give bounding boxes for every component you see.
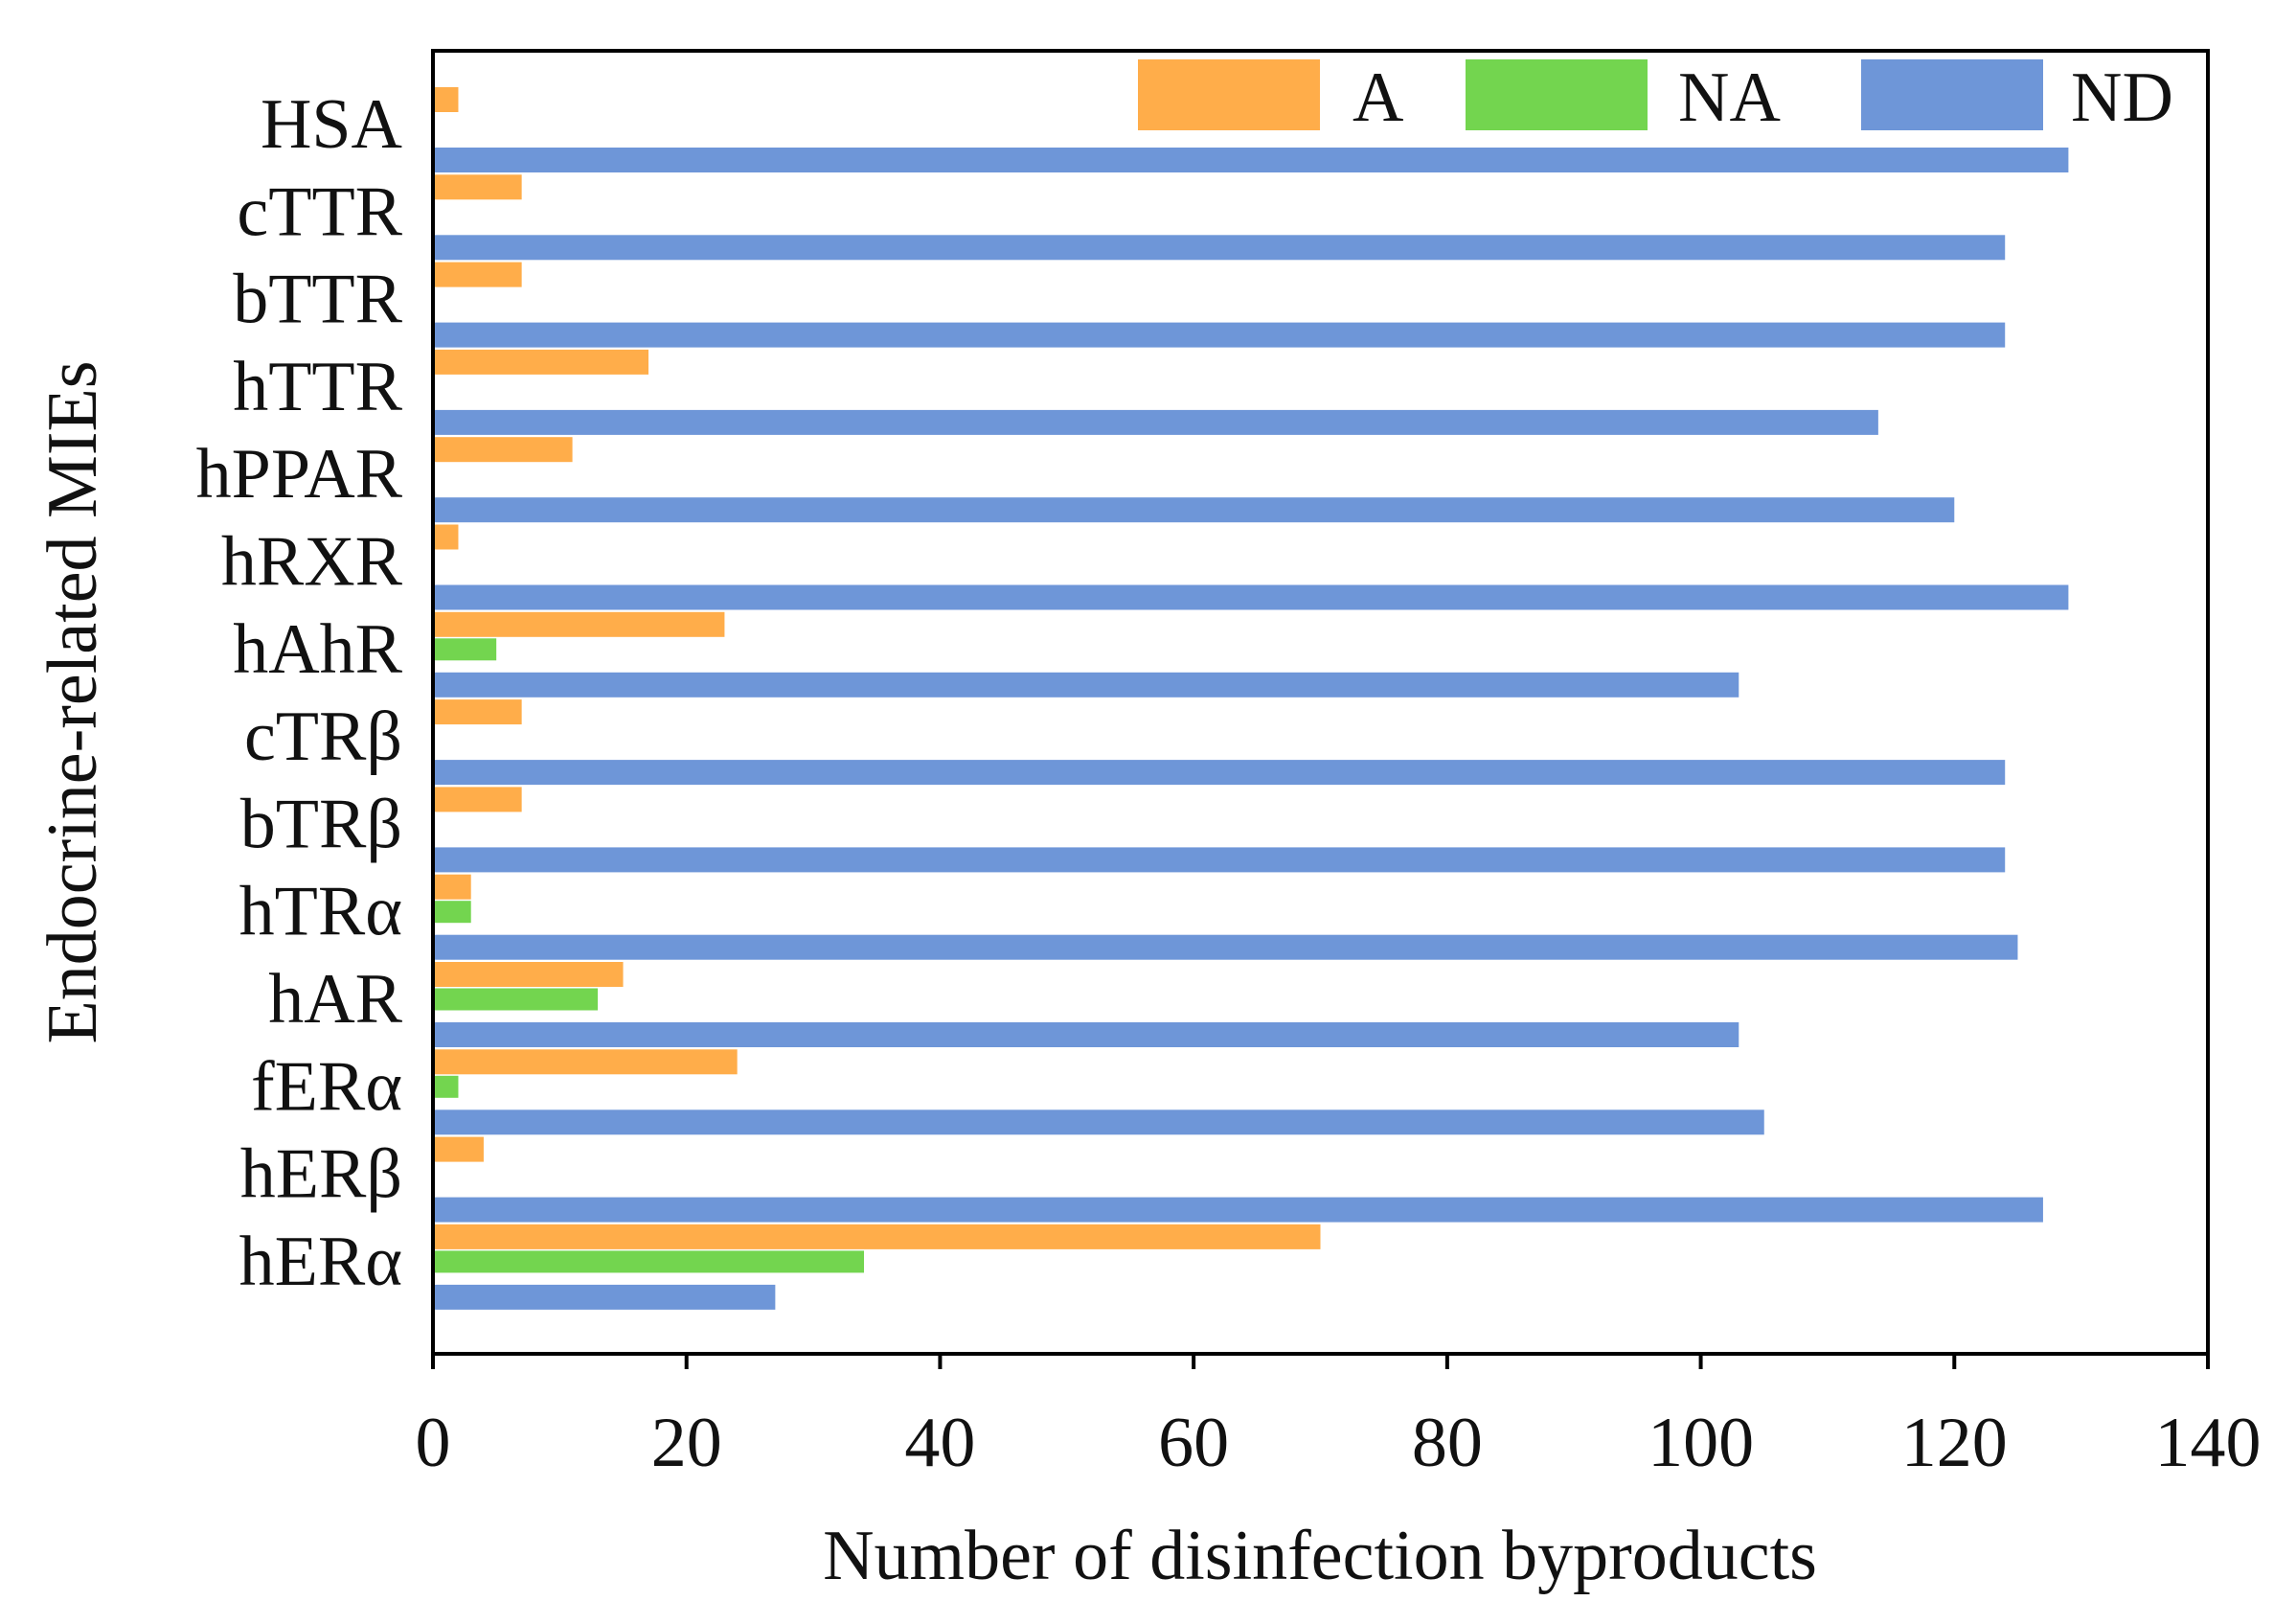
bar-nd-har-10: [433, 1022, 1739, 1047]
y-tick-label-hsa-0: HSA: [261, 85, 402, 164]
y-tick-label-btr-8: bTRβ: [240, 785, 402, 863]
legend-swatch-a: [1138, 59, 1320, 130]
bar-a-btr-8: [433, 787, 522, 812]
legend-swatch-na: [1466, 59, 1648, 130]
bar-nd-hsa-0: [433, 148, 2069, 172]
y-tick-label-hrxr-5: hRXR: [221, 523, 403, 602]
legend-label-nd: ND: [2071, 58, 2173, 137]
y-tick-label-her-13: hERα: [239, 1223, 402, 1301]
bar-a-bttr-2: [433, 262, 522, 287]
y-tick-label-hppar-4: hPPAR: [196, 435, 403, 514]
bar-nd-bttr-2: [433, 322, 2006, 348]
bar-a-htr-9: [433, 874, 471, 900]
bar-na-htr-9: [433, 901, 471, 924]
bar-a-hsa-0: [433, 87, 459, 112]
bar-a-har-10: [433, 962, 624, 987]
y-tick-label-har-10: hAR: [268, 960, 402, 1039]
bar-nd-hrxr-5: [433, 584, 2069, 610]
bar-a-hahr-6: [433, 611, 725, 637]
y-tick-label-hahr-6: hAhR: [233, 610, 402, 689]
bar-nd-btr-8: [433, 847, 2006, 873]
bar-a-httr-3: [433, 349, 649, 375]
x-tick-label-140: 140: [2155, 1404, 2262, 1482]
bar-na-har-10: [433, 988, 599, 1011]
x-tick-label-40: 40: [904, 1404, 975, 1482]
legend-label-na: NA: [1678, 58, 1781, 137]
bar-a-her-12: [433, 1136, 484, 1162]
bar-nd-hppar-4: [433, 497, 1955, 523]
plot-frame: [431, 49, 2210, 1356]
bar-a-fer-11: [433, 1049, 738, 1075]
bar-nd-htr-9: [433, 934, 2018, 960]
bar-nd-cttr-1: [433, 235, 2006, 261]
bar-nd-httr-3: [433, 409, 1878, 435]
y-tick-label-htr-9: hTRα: [239, 873, 402, 951]
bar-nd-her-12: [433, 1197, 2043, 1223]
x-axis-title: Number of disinfection byproducts: [823, 1517, 1817, 1595]
y-tick-label-cttr-1: cTTR: [237, 172, 402, 251]
bar-nd-her-13: [433, 1284, 776, 1310]
bars-group: [433, 87, 2069, 1310]
y-tick-label-her-12: hERβ: [240, 1135, 402, 1214]
x-ticks-group: 0 20 40 60 80 100 120 140: [416, 1354, 2262, 1482]
x-tick-label-120: 120: [1901, 1404, 2008, 1482]
y-tick-label-fer-11: fERα: [251, 1047, 402, 1126]
y-labels-group: HSA cTTR bTTR hTTR hPPAR hRXR hAhR cTRβ bTRβ hTRα…: [196, 85, 403, 1301]
bar-a-cttr-1: [433, 174, 522, 200]
bar-a-ctr-7: [433, 699, 522, 725]
bar-a-hrxr-5: [433, 524, 459, 550]
x-tick-label-20: 20: [651, 1404, 722, 1482]
legend-swatch-nd: [1861, 59, 2043, 130]
y-tick-label-bttr-2: bTTR: [233, 261, 402, 339]
x-tick-label-100: 100: [1648, 1404, 1754, 1482]
x-tick-label-60: 60: [1158, 1404, 1229, 1482]
y-tick-label-ctr-7: cTRβ: [244, 698, 402, 776]
y-axis-title: Endocrine-related MIEs: [34, 361, 112, 1044]
bar-a-hppar-4: [433, 437, 573, 463]
bar-na-hahr-6: [433, 638, 497, 661]
bar-na-her-13: [433, 1250, 865, 1273]
x-tick-label-80: 80: [1412, 1404, 1483, 1482]
bar-nd-ctr-7: [433, 760, 2006, 786]
x-tick-label-0: 0: [416, 1404, 451, 1482]
bar-a-her-13: [433, 1224, 1321, 1249]
bar-na-fer-11: [433, 1075, 459, 1098]
bar-nd-fer-11: [433, 1109, 1764, 1135]
bar-nd-hahr-6: [433, 672, 1739, 698]
legend: A NA ND: [1138, 58, 2173, 137]
legend-label-a: A: [1353, 58, 1403, 137]
y-tick-label-httr-3: hTTR: [233, 348, 402, 426]
